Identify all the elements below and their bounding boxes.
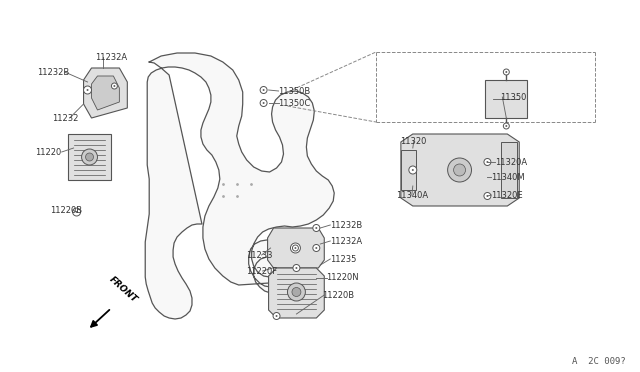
Circle shape [503,69,509,75]
Polygon shape [401,134,519,206]
Text: 11320A: 11320A [495,157,527,167]
Circle shape [313,224,320,231]
Circle shape [276,315,278,317]
Circle shape [273,312,280,320]
Circle shape [484,158,491,166]
Circle shape [506,71,508,73]
Circle shape [113,85,115,87]
Polygon shape [92,76,120,110]
Text: FRONT: FRONT [108,275,139,304]
Polygon shape [268,228,324,268]
Text: 11232A: 11232A [330,237,362,246]
Circle shape [111,83,117,89]
Text: 11220N: 11220N [326,273,359,282]
Circle shape [291,243,300,253]
Circle shape [503,123,509,129]
Circle shape [260,99,267,106]
Text: 11220B: 11220B [50,205,82,215]
Polygon shape [84,68,127,118]
Text: 11235: 11235 [330,254,356,263]
Text: 11340M: 11340M [492,173,525,182]
Text: 11220: 11220 [35,148,61,157]
Circle shape [409,166,417,174]
Circle shape [72,208,81,216]
Circle shape [447,158,472,182]
Circle shape [287,283,305,301]
Circle shape [292,245,298,251]
Circle shape [86,89,88,91]
Circle shape [293,264,300,272]
Text: 11320: 11320 [400,137,426,145]
Polygon shape [401,150,416,190]
Circle shape [486,161,488,163]
Polygon shape [485,80,527,118]
Text: 11350: 11350 [500,93,527,102]
Text: 11232A: 11232A [95,52,127,61]
Circle shape [262,89,264,91]
Text: 11350C: 11350C [278,99,311,108]
Text: 11320E: 11320E [492,190,523,199]
Circle shape [262,102,264,104]
Circle shape [84,86,92,94]
Circle shape [454,164,465,176]
Circle shape [484,192,491,199]
Circle shape [86,153,93,161]
Text: 11232B: 11232B [37,67,69,77]
Circle shape [316,227,317,229]
Circle shape [296,267,298,269]
Text: 11233: 11233 [246,250,272,260]
Circle shape [316,247,317,249]
Polygon shape [269,268,324,318]
Text: 11220F: 11220F [246,266,277,276]
Circle shape [412,169,414,171]
Circle shape [292,288,301,296]
Circle shape [260,87,267,93]
Polygon shape [501,142,517,198]
Polygon shape [145,53,334,319]
Circle shape [313,244,320,251]
Text: 11350B: 11350B [278,87,311,96]
Circle shape [506,125,508,127]
Circle shape [486,195,488,197]
Circle shape [76,211,77,213]
Text: 11232B: 11232B [330,221,362,230]
Circle shape [81,149,97,165]
Text: 11220B: 11220B [323,291,355,299]
Circle shape [294,247,296,249]
Text: A  2C 009?: A 2C 009? [572,357,626,366]
Text: 11340A: 11340A [396,190,428,199]
Polygon shape [68,134,111,180]
Text: 11232: 11232 [52,113,78,122]
